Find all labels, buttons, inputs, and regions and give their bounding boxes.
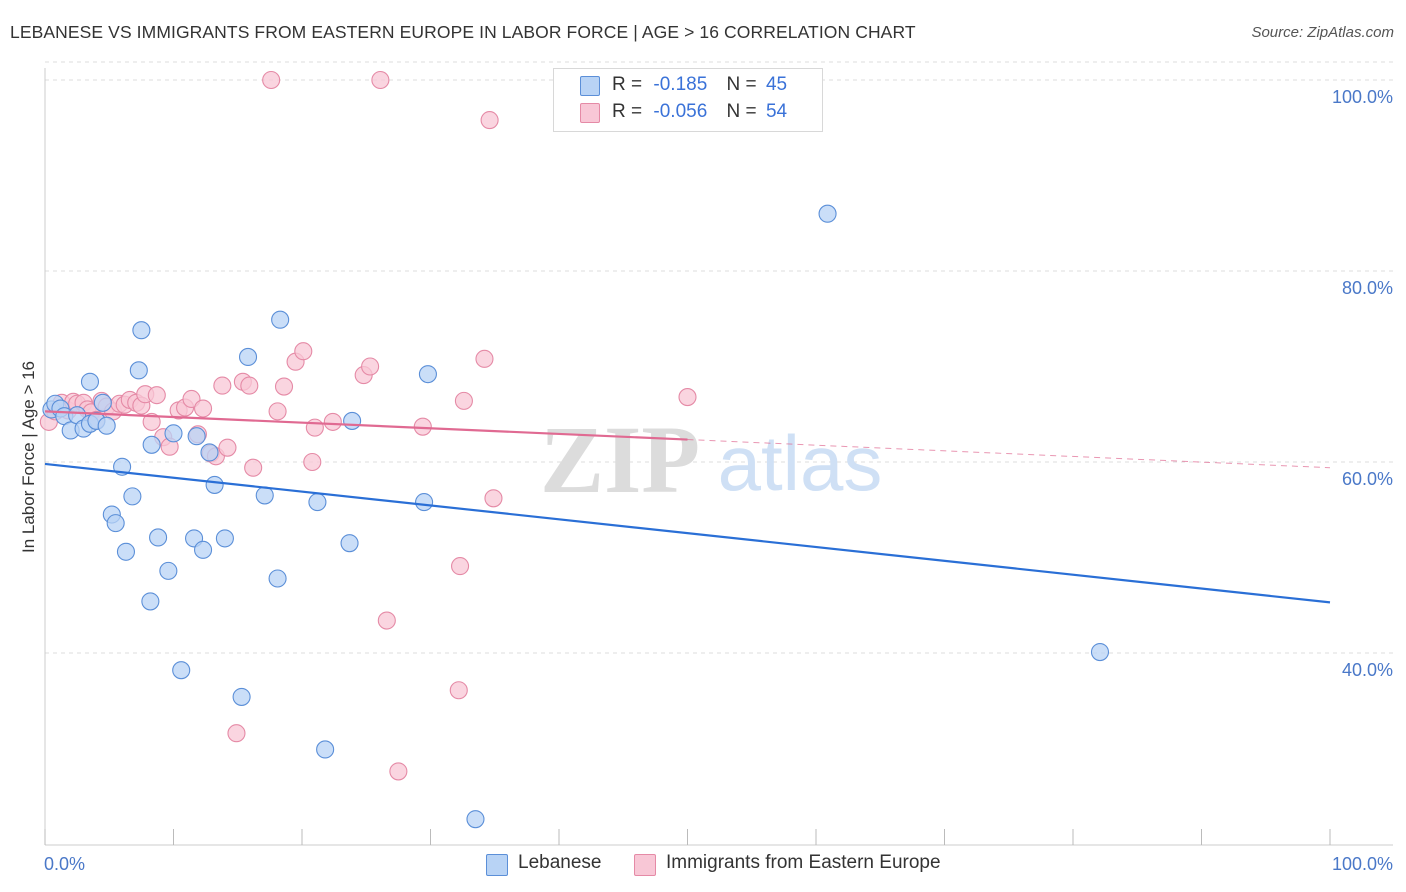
point-lebanese: [172, 661, 191, 680]
point-immigrants: [480, 111, 499, 130]
point-immigrants: [274, 377, 294, 396]
bottom-legend-label-lebanese: Lebanese: [518, 852, 602, 873]
point-lebanese: [215, 529, 234, 548]
point-lebanese: [132, 321, 151, 340]
point-immigrants: [678, 388, 697, 407]
point-lebanese: [106, 514, 125, 533]
series-lebanese: [42, 204, 1110, 829]
point-immigrants: [303, 452, 322, 472]
legend-swatch-lebanese: [580, 76, 600, 96]
legend-r-label: R =: [612, 101, 643, 122]
legend-n-value: 45: [765, 74, 788, 95]
point-lebanese: [466, 810, 485, 829]
point-lebanese: [194, 540, 213, 559]
source-note: Source: ZipAtlas.com: [1251, 24, 1394, 41]
point-lebanese: [149, 528, 168, 547]
point-immigrants: [361, 357, 380, 376]
y-tick-label: 100.0%: [1332, 87, 1393, 107]
y-axis-label: In Labor Force | Age > 16: [19, 361, 38, 553]
x-tick-label: 0.0%: [44, 854, 85, 874]
point-lebanese: [238, 347, 258, 367]
point-immigrants: [227, 724, 246, 743]
watermark: ZIP atlas: [540, 406, 882, 513]
point-lebanese: [123, 487, 142, 506]
point-lebanese: [271, 310, 290, 329]
legend-swatch-immigrants: [580, 103, 600, 123]
point-lebanese: [255, 486, 274, 505]
y-tick-label: 40.0%: [1342, 660, 1393, 680]
point-lebanese: [93, 393, 112, 412]
axes: [44, 68, 1393, 846]
legend-n-label: N =: [726, 74, 757, 95]
point-immigrants: [262, 70, 281, 90]
point-lebanese: [205, 475, 224, 494]
x-tick-label: 100.0%: [1332, 854, 1393, 874]
point-immigrants: [451, 557, 470, 576]
bottom-legend-label-immigrants: Immigrants from Eastern Europe: [666, 852, 941, 873]
tick-labels: 40.0% 60.0% 80.0% 100.0% 0.0% 100.0%: [44, 87, 1393, 874]
point-lebanese: [415, 493, 434, 512]
point-lebanese: [129, 361, 148, 380]
bottom-legend-swatch-immigrants: [634, 854, 656, 876]
legend-r-label: R =: [612, 74, 643, 95]
point-lebanese: [97, 416, 116, 435]
point-immigrants: [389, 762, 408, 781]
point-lebanese: [268, 569, 287, 588]
trend-lines: [44, 410, 1331, 604]
trend-line-immigrants-extension: [687, 439, 1331, 469]
point-lebanese: [308, 493, 327, 512]
bottom-legend-swatch-lebanese: [486, 854, 508, 876]
point-immigrants: [484, 489, 503, 508]
point-immigrants: [475, 349, 494, 368]
point-immigrants: [240, 376, 259, 395]
point-lebanese: [141, 592, 160, 611]
legend-r-value: -0.185: [653, 74, 708, 95]
legend-n-label: N =: [726, 101, 757, 122]
point-lebanese: [116, 542, 136, 561]
point-lebanese: [818, 204, 837, 223]
point-lebanese: [164, 424, 183, 443]
watermark-zip: ZIP: [540, 406, 700, 513]
point-lebanese: [187, 427, 206, 446]
point-immigrants: [147, 386, 166, 405]
point-immigrants: [377, 611, 396, 630]
point-immigrants: [218, 438, 237, 457]
point-lebanese: [418, 365, 437, 384]
point-immigrants: [244, 458, 263, 477]
point-immigrants: [194, 399, 213, 418]
point-immigrants: [268, 402, 287, 421]
legend-r-value: -0.056: [653, 101, 708, 122]
point-immigrants: [371, 70, 390, 90]
point-lebanese: [340, 534, 359, 553]
chart-title: LEBANESE VS IMMIGRANTS FROM EASTERN EURO…: [10, 22, 916, 42]
point-immigrants: [213, 376, 232, 395]
point-lebanese: [1090, 642, 1110, 662]
legend-n-value: 54: [765, 101, 788, 122]
stats-legend: R = -0.185 N = 45 R = -0.056 N = 54: [553, 68, 823, 132]
point-lebanese: [142, 435, 161, 454]
point-lebanese: [80, 372, 100, 391]
point-immigrants: [449, 681, 468, 700]
trend-line-lebanese: [44, 462, 1331, 604]
point-immigrants: [454, 391, 473, 410]
point-lebanese: [200, 443, 219, 462]
trend-line-immigrants: [44, 410, 688, 441]
point-immigrants: [294, 342, 313, 361]
point-lebanese: [343, 411, 362, 430]
point-immigrants: [305, 418, 324, 437]
point-immigrants: [323, 412, 342, 431]
watermark-atlas: atlas: [718, 419, 883, 507]
point-immigrants: [142, 412, 161, 431]
point-lebanese: [159, 561, 178, 580]
point-lebanese: [316, 740, 335, 759]
y-tick-label: 80.0%: [1342, 278, 1393, 298]
point-lebanese: [232, 687, 251, 706]
y-tick-label: 60.0%: [1342, 469, 1393, 489]
